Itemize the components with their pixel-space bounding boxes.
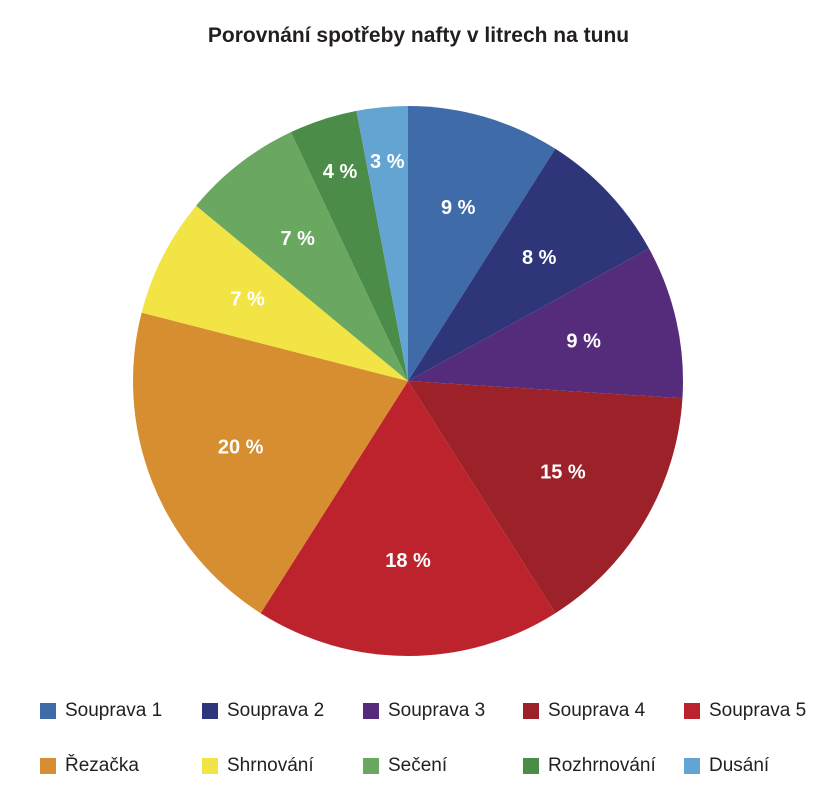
slice-data-label: 7 %	[280, 228, 315, 250]
slice-data-label: 3 %	[370, 151, 405, 173]
slice-data-label: 7 %	[230, 288, 265, 310]
slice-data-label: 4 %	[323, 161, 358, 183]
pie-slice-5	[260, 381, 556, 656]
pie-slice-6	[133, 312, 409, 614]
slice-data-label: 18 %	[385, 550, 431, 572]
chart-title: Porovnání spotřeby nafty v litrech na tu…	[207, 24, 630, 47]
pie-slice-7	[141, 205, 408, 381]
pie-slice-4	[408, 381, 683, 614]
pie-slice-1	[408, 106, 556, 381]
pie-slice-10	[356, 106, 408, 381]
pie-slice-9	[290, 110, 408, 382]
slice-data-label: 9 %	[441, 197, 476, 219]
pie-slice-2	[408, 148, 649, 381]
pie-slice-3	[408, 248, 683, 399]
slice-data-label: 15 %	[540, 462, 586, 484]
slice-data-label: 20 %	[218, 436, 264, 458]
slice-data-label: 9 %	[566, 331, 601, 353]
slice-data-label: 8 %	[522, 247, 557, 269]
pie-slice-8	[196, 132, 408, 381]
